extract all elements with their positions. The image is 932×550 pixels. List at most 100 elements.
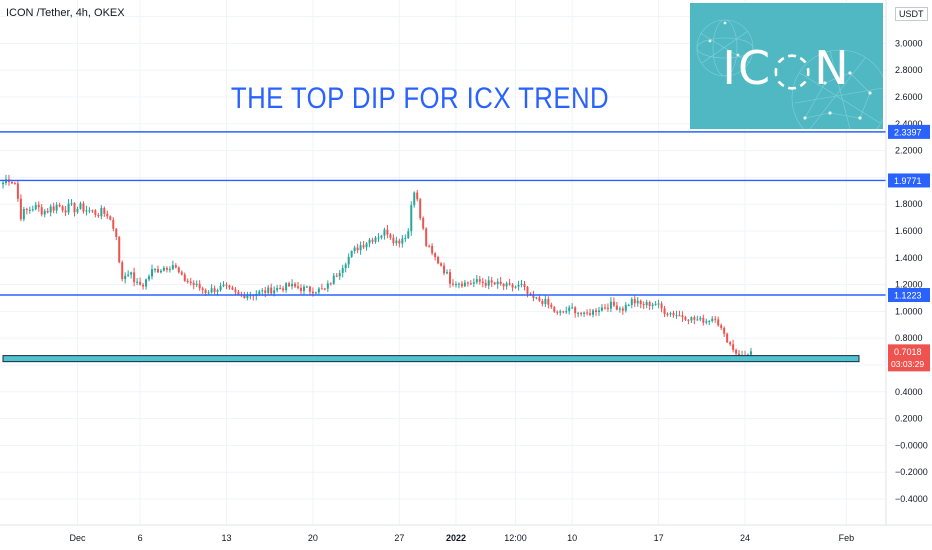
candle-body (508, 283, 511, 285)
candle-body (61, 206, 64, 211)
candle-body (326, 283, 329, 289)
candle-body (735, 349, 738, 354)
candle-body (621, 308, 624, 311)
candle-body (598, 310, 600, 312)
candle-body (344, 264, 347, 269)
candle-body (431, 245, 434, 254)
candle-body (633, 299, 636, 304)
candle-body (642, 304, 645, 306)
candle-body (726, 333, 729, 343)
candle-body (34, 204, 37, 210)
candle-body (127, 274, 130, 276)
candle-body (374, 237, 377, 242)
time-tick-label: 13 (221, 533, 231, 543)
candle-body (231, 287, 234, 290)
candle-body (687, 319, 690, 321)
candle-body (481, 281, 484, 283)
candle-body (654, 303, 657, 305)
candle-body (407, 231, 410, 239)
candle-body (97, 214, 100, 217)
candle-body (52, 206, 55, 211)
currency-label[interactable]: USDT (895, 7, 928, 21)
candle-body (151, 269, 153, 277)
level-price-badge-label: 2.3397 (894, 127, 922, 137)
candle-body (25, 208, 28, 210)
candle-body (657, 303, 660, 305)
candle-body (389, 234, 392, 238)
candle-body (693, 317, 696, 320)
level-price-badge-label: 1.9771 (894, 176, 922, 186)
candle-body (13, 183, 16, 185)
candle-body (320, 288, 323, 290)
candle-body (577, 312, 580, 314)
candle-body (410, 205, 413, 232)
price-axis-bg (886, 0, 932, 525)
candle-body (609, 301, 612, 309)
candle-body (723, 327, 726, 334)
candle-body (553, 307, 556, 312)
candle-body (606, 307, 609, 309)
candle-body (499, 281, 502, 284)
candle-body (174, 265, 177, 268)
candle-body (359, 245, 362, 251)
candle-body (496, 281, 499, 285)
candle-body (574, 307, 577, 314)
candle-body (600, 307, 603, 311)
candle-body (76, 208, 79, 213)
candle-body (586, 312, 589, 314)
candle-body (85, 210, 88, 212)
candle-body (571, 307, 574, 309)
candle-body (22, 208, 25, 220)
candle-body (43, 210, 46, 215)
candle-body (145, 279, 148, 287)
candle-body (380, 235, 383, 238)
candle-body (556, 311, 559, 313)
price-tick-label: 1.2000 (895, 280, 923, 290)
candle-body (460, 283, 463, 287)
candle-body (562, 311, 565, 313)
candle-body (300, 287, 302, 291)
candle-body (383, 229, 386, 236)
candle-body (94, 210, 97, 215)
candle-body (660, 303, 663, 309)
support-zone (2, 355, 860, 363)
candle-body (651, 304, 654, 306)
candle-body (121, 262, 124, 280)
candle-body (547, 298, 550, 305)
candle-body (663, 308, 666, 314)
candle-body (291, 283, 294, 287)
candle-body (440, 263, 443, 266)
candle-body (350, 251, 353, 257)
candle-body (285, 283, 288, 291)
candle-body (270, 287, 273, 294)
candle-body (311, 291, 314, 294)
candle-body (19, 198, 22, 220)
candle-body (88, 210, 91, 212)
candle-body (484, 282, 487, 286)
candle-body (159, 270, 162, 273)
candle-body (618, 308, 621, 310)
candle-body (198, 283, 201, 289)
candle-body (112, 219, 115, 229)
candle-body (28, 209, 31, 211)
candle-body (615, 305, 618, 310)
candle-body (46, 210, 49, 213)
icon-logo-image: IC◌N (690, 3, 883, 129)
candle-body (517, 284, 520, 287)
time-tick-label: 27 (394, 533, 404, 543)
candle-body (627, 305, 630, 307)
price-tick-label: 1.4000 (895, 253, 923, 263)
candle-body (136, 281, 139, 283)
candle-body (580, 312, 583, 314)
candle-body (514, 286, 517, 288)
candle-body (55, 204, 58, 211)
candle-body (505, 283, 508, 287)
candle-body (386, 229, 389, 235)
candle-body (648, 302, 651, 306)
time-tick-label: 2022 (446, 533, 466, 543)
candle-body (279, 288, 282, 290)
candle-body (207, 292, 210, 294)
candle-body (434, 253, 437, 258)
candle-body (532, 294, 535, 298)
candle-body (49, 206, 52, 213)
